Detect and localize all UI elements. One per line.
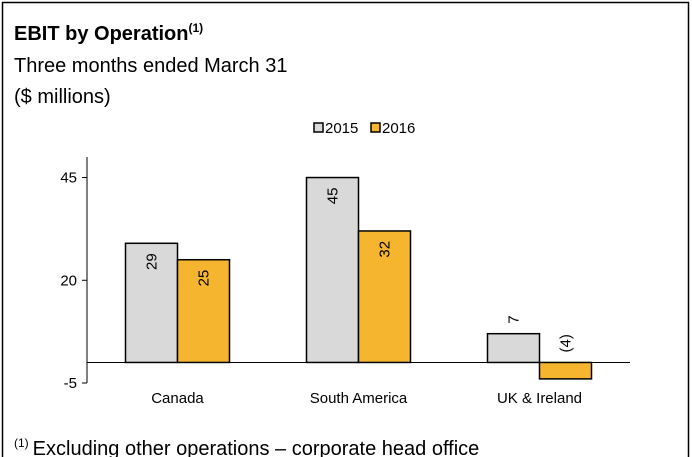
footnote: (1) Excluding other operations – corporat… [14,436,479,457]
title-superscript: (1) [188,21,203,35]
y-tick-label: 45 [60,170,77,187]
value-label: (4) [558,334,575,352]
legend-swatch [313,122,324,133]
legend-label: 2015 [325,120,358,137]
bar [305,176,360,364]
footnote-marker: (1) [14,436,29,450]
value-label: 29 [144,253,161,270]
bar [538,361,593,380]
x-tick-label: Canada [151,390,204,407]
x-tick-label: South America [310,390,408,407]
value-label: 25 [196,270,213,287]
value-label: 7 [506,315,523,323]
footnote-text: Excluding other operations – corporate h… [33,438,480,457]
bar [357,230,412,364]
chart-title: EBIT by Operation(1) [14,21,203,45]
x-tick-label: UK & Ireland [497,390,582,407]
subtitle: Three months ended March 31 [14,55,288,77]
title-text: EBIT by Operation [14,23,188,45]
legend-label: 2016 [382,120,415,137]
y-tick-label: -5 [64,375,77,392]
value-label: 32 [377,241,394,258]
legend-swatch [370,122,381,133]
bar [124,242,179,364]
y-tick-label: 20 [60,272,77,289]
value-label: 45 [325,188,342,205]
subtitle: ($ millions) [14,86,111,108]
bar [486,332,541,364]
